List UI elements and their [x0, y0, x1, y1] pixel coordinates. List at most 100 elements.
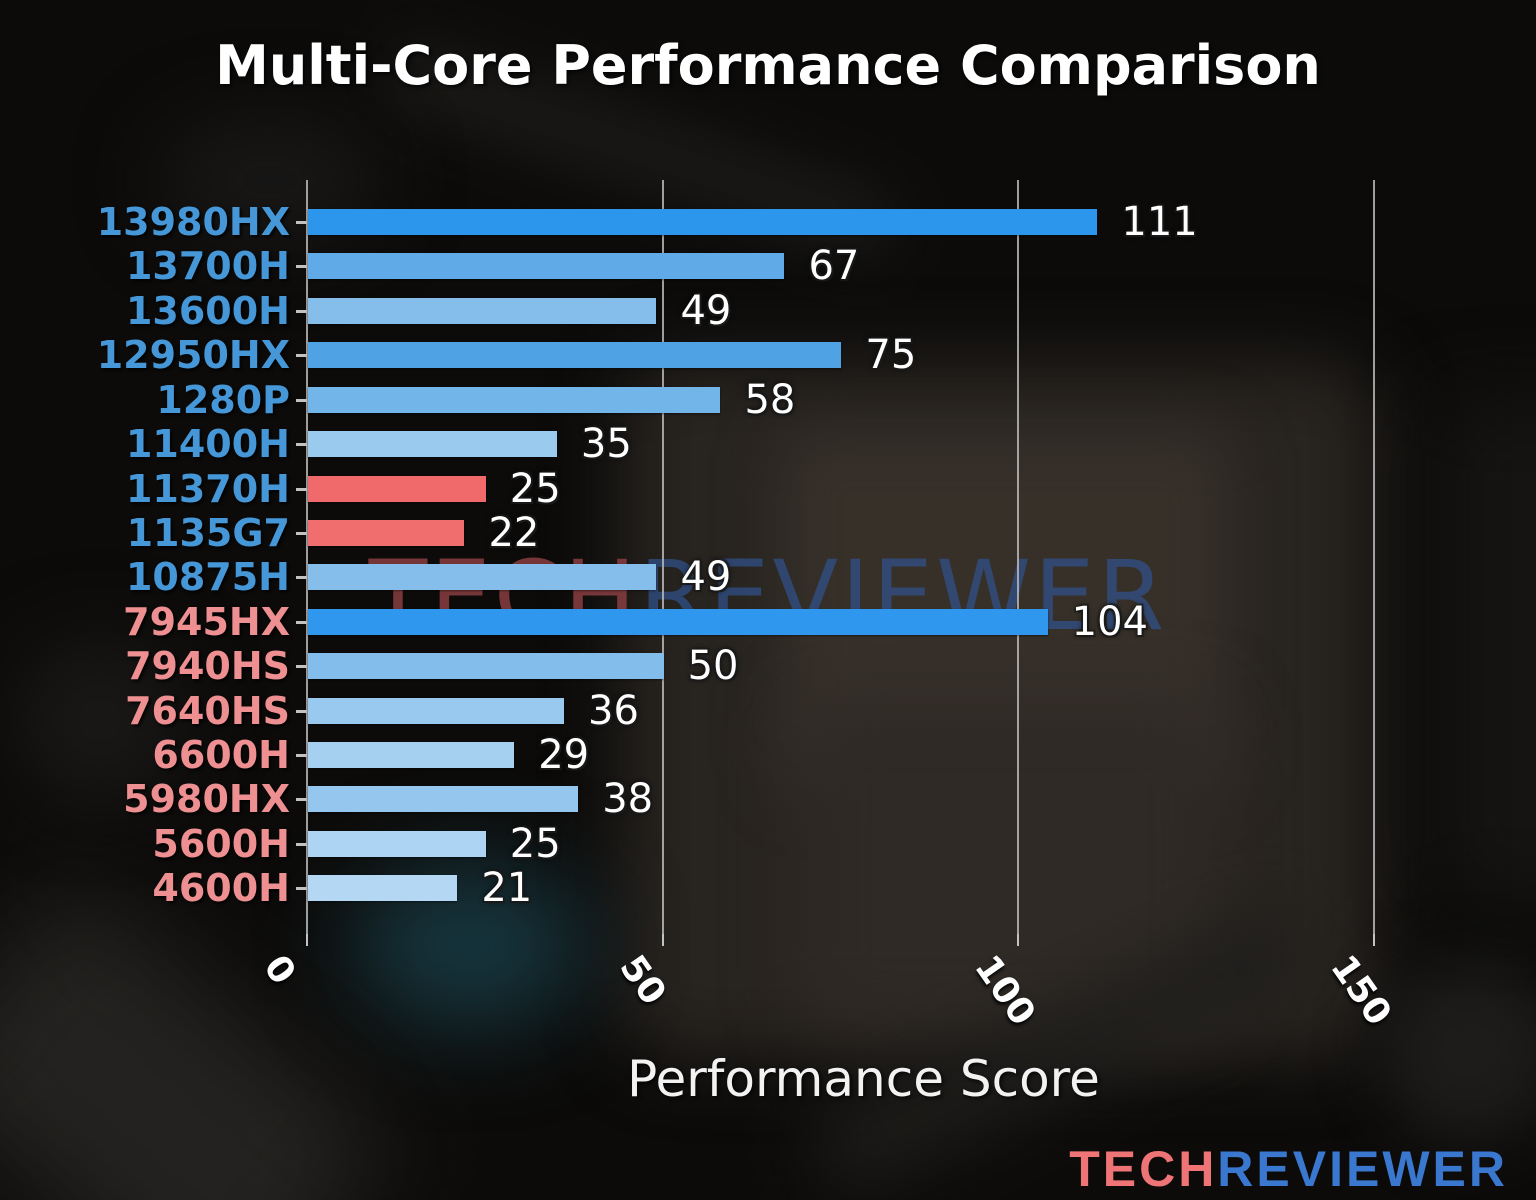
- bar-row-4600H: 4600H 21: [0, 866, 1536, 910]
- bar-row-6600H: 6600H 29: [0, 733, 1536, 777]
- bar-row-11400H: 11400H 35: [0, 422, 1536, 466]
- value-label-5600H: 25: [509, 820, 561, 867]
- category-label-4600H: 4600H: [152, 866, 290, 911]
- bar-11370H: [308, 475, 486, 502]
- y-tick-13980HX: [296, 221, 307, 224]
- value-label-11370H: 25: [509, 465, 561, 512]
- bar-row-13700H: 13700H 67: [0, 244, 1536, 288]
- category-label-10875H: 10875H: [125, 555, 290, 600]
- bar-row-13600H: 13600H 49: [0, 289, 1536, 333]
- x-tick-150: [1372, 934, 1375, 946]
- value-label-10875H: 49: [680, 554, 732, 601]
- value-label-4600H: 21: [481, 865, 533, 912]
- value-label-7640HS: 36: [588, 687, 639, 734]
- x-tick-0: [306, 934, 308, 946]
- gridline-150: [1372, 180, 1375, 934]
- value-label-12950HX: 75: [865, 332, 917, 379]
- gridline-50: [661, 180, 664, 934]
- bar-10875H: [308, 564, 657, 591]
- logo-tech: TECH: [1069, 1141, 1218, 1197]
- category-label-6600H: 6600H: [152, 733, 290, 778]
- techreviewer-logo: TECHREVIEWER: [1069, 1140, 1508, 1198]
- background-circle-bottom-right: [1380, 960, 1536, 1140]
- y-tick-10875H: [296, 576, 307, 580]
- bar-13600H: [308, 297, 657, 324]
- value-label-13700H: 67: [808, 243, 860, 290]
- category-label-13600H: 13600H: [125, 288, 290, 333]
- y-tick-7940HS: [296, 665, 307, 669]
- value-label-13980HX: 111: [1121, 199, 1198, 245]
- bar-6600H: [308, 742, 515, 769]
- y-tick-7640HS: [296, 709, 307, 713]
- y-tick-13600H: [296, 309, 307, 313]
- bar-row-7640HS: 7640HS 36: [0, 689, 1536, 733]
- bar-5600H: [308, 830, 486, 857]
- category-label-1280P: 1280P: [156, 377, 290, 422]
- category-label-13700H: 13700H: [125, 244, 290, 289]
- category-label-7945HX: 7945HX: [123, 599, 290, 644]
- category-label-7940HS: 7940HS: [125, 644, 290, 689]
- y-tick-11370H: [296, 487, 307, 491]
- value-label-6600H: 29: [538, 732, 590, 779]
- bar-11400H: [308, 431, 557, 458]
- y-tick-12950HX: [296, 354, 307, 358]
- y-tick-6600H: [296, 754, 307, 758]
- y-tick-7945HX: [296, 620, 307, 624]
- bar-row-1135G7: 1135G7 22: [0, 511, 1536, 555]
- value-label-7940HS: 50: [687, 643, 739, 690]
- bar-row-12950HX: 12950HX 75: [0, 333, 1536, 377]
- bar-7945HX: [308, 608, 1048, 635]
- value-label-1135G7: 22: [488, 509, 540, 556]
- bar-row-10875H: 10875H 49: [0, 555, 1536, 599]
- x-tick-label-100: 100: [966, 948, 1044, 1034]
- gridline-100: [1017, 180, 1020, 934]
- bar-row-7945HX: 7945HX 104: [0, 600, 1536, 644]
- background-blob-left-mid: [20, 640, 180, 800]
- category-label-11400H: 11400H: [125, 422, 290, 467]
- category-label-5600H: 5600H: [152, 821, 290, 866]
- bar-row-7940HS: 7940HS 50: [0, 644, 1536, 688]
- bar-1280P: [308, 386, 721, 413]
- value-label-1280P: 58: [744, 376, 796, 423]
- x-tick-50: [661, 934, 664, 946]
- bar-row-13980HX: 13980HX 111: [0, 200, 1536, 244]
- x-tick-label-0: 0: [255, 948, 304, 993]
- bar-4600H: [308, 875, 458, 902]
- y-tick-1280P: [296, 398, 307, 402]
- y-tick-5600H: [296, 842, 307, 846]
- bar-row-5980HX: 5980HX 38: [0, 777, 1536, 821]
- bar-12950HX: [308, 342, 842, 369]
- y-tick-1135G7: [296, 531, 307, 535]
- y-tick-11400H: [296, 443, 307, 447]
- plot-area: 0 50 100 150: [255, 180, 1420, 1033]
- y-tick-4600H: [296, 887, 307, 891]
- x-tick-100: [1017, 934, 1020, 946]
- category-label-13980HX: 13980HX: [96, 200, 290, 244]
- category-label-7640HS: 7640HS: [125, 688, 290, 733]
- value-label-7945HX: 104: [1071, 598, 1148, 645]
- bar-13700H: [308, 253, 785, 280]
- bar-row-11370H: 11370H 25: [0, 467, 1536, 511]
- bar-7640HS: [308, 697, 565, 724]
- background-shade-right: [1440, 400, 1536, 900]
- y-tick-13700H: [296, 265, 307, 269]
- logo-reviewer: REVIEWER: [1217, 1141, 1508, 1197]
- bar-row-5600H: 5600H 25: [0, 822, 1536, 866]
- category-label-12950HX: 12950HX: [96, 333, 290, 378]
- x-tick-label-50: 50: [610, 948, 674, 1013]
- value-label-5980HX: 38: [602, 776, 654, 823]
- x-axis-label: Performance Score: [627, 1050, 1100, 1108]
- bar-5980HX: [308, 786, 579, 813]
- value-label-13600H: 49: [680, 287, 732, 334]
- y-tick-5980HX: [296, 798, 307, 802]
- bar-row-1280P: 1280P 58: [0, 378, 1536, 422]
- value-label-11400H: 35: [580, 421, 632, 468]
- category-label-11370H: 11370H: [125, 466, 290, 511]
- category-label-1135G7: 1135G7: [126, 510, 290, 555]
- bar-7940HS: [308, 653, 664, 680]
- x-tick-label-150: 150: [1322, 948, 1399, 1034]
- category-label-5980HX: 5980HX: [123, 777, 290, 822]
- chart-title: Multi-Core Performance Comparison: [215, 34, 1321, 97]
- bar-1135G7: [308, 519, 465, 546]
